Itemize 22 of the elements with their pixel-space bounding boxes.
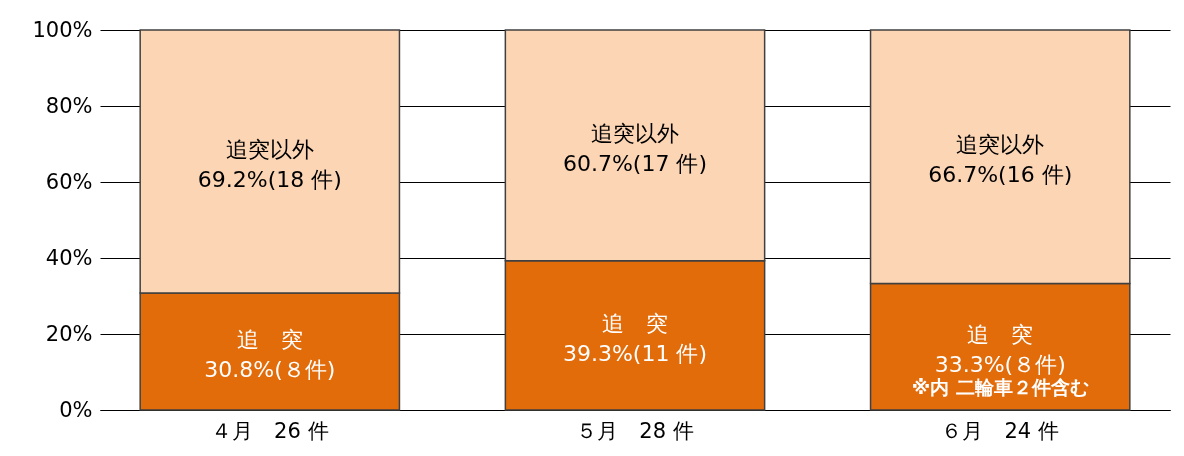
- y-tick-label: 100%: [32, 17, 93, 42]
- x-tick-label: ５月 28 件: [576, 418, 694, 443]
- data-label: 69.2%(18 件): [197, 167, 342, 193]
- y-tick-label: 40%: [45, 245, 93, 270]
- data-label: 33.3%(８件): [934, 352, 1066, 378]
- y-tick-label: 60%: [45, 169, 93, 194]
- text: 追 突: [602, 310, 668, 336]
- y-tick-label: 20%: [45, 321, 93, 346]
- y-tick-label: 0%: [59, 397, 93, 422]
- annotation: ※内 二輪車２件含む: [911, 376, 1089, 398]
- data-label: 39.3%(11 件): [562, 340, 708, 366]
- data-label: 60.7%(17 件): [562, 150, 708, 176]
- data-label: 66.7%(16 件): [928, 162, 1073, 188]
- series-label: 追 突: [236, 327, 303, 353]
- y-tick-label: 80%: [45, 93, 93, 118]
- text: 追突以外: [591, 120, 679, 146]
- series-label: 追突以外: [956, 132, 1045, 158]
- text: 追突以外: [225, 137, 314, 163]
- x-tick-label: ４月 26 件: [211, 418, 329, 443]
- text: 追 突: [967, 322, 1034, 348]
- x-tick-label: ６月 24 件: [941, 418, 1059, 443]
- data-label: 30.8%(８件): [204, 357, 336, 383]
